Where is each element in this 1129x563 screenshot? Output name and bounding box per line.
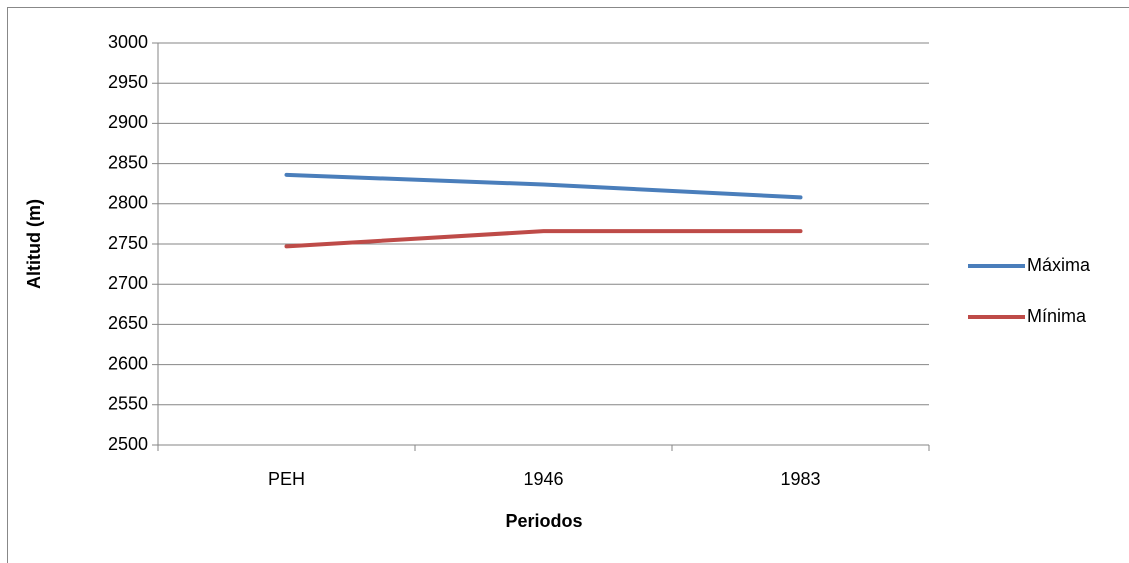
x-axis-title: Periodos [505, 511, 582, 531]
x-tick-label: 1946 [523, 469, 563, 489]
y-tick-label: 2950 [108, 72, 148, 92]
y-tick-label: 2800 [108, 193, 148, 213]
x-tick-label: PEH [268, 469, 305, 489]
series-line [284, 229, 803, 249]
y-tick-label: 2850 [108, 152, 148, 172]
chart-frame [7, 7, 1129, 563]
y-tick-label: 2500 [108, 434, 148, 454]
y-tick-label: 2700 [108, 273, 148, 293]
y-tick-label: 3000 [108, 32, 148, 52]
y-tick-label: 2650 [108, 313, 148, 333]
legend-label: Máxima [1027, 255, 1091, 275]
legend-label: Mínima [1027, 306, 1087, 326]
y-tick-label: 2750 [108, 233, 148, 253]
y-tick-label: 2900 [108, 112, 148, 132]
y-tick-label: 2600 [108, 353, 148, 373]
y-tick-label: 2550 [108, 394, 148, 414]
series-line [284, 172, 803, 200]
x-tick-label: 1983 [780, 469, 820, 489]
y-axis-title: Altitud (m) [24, 199, 44, 289]
